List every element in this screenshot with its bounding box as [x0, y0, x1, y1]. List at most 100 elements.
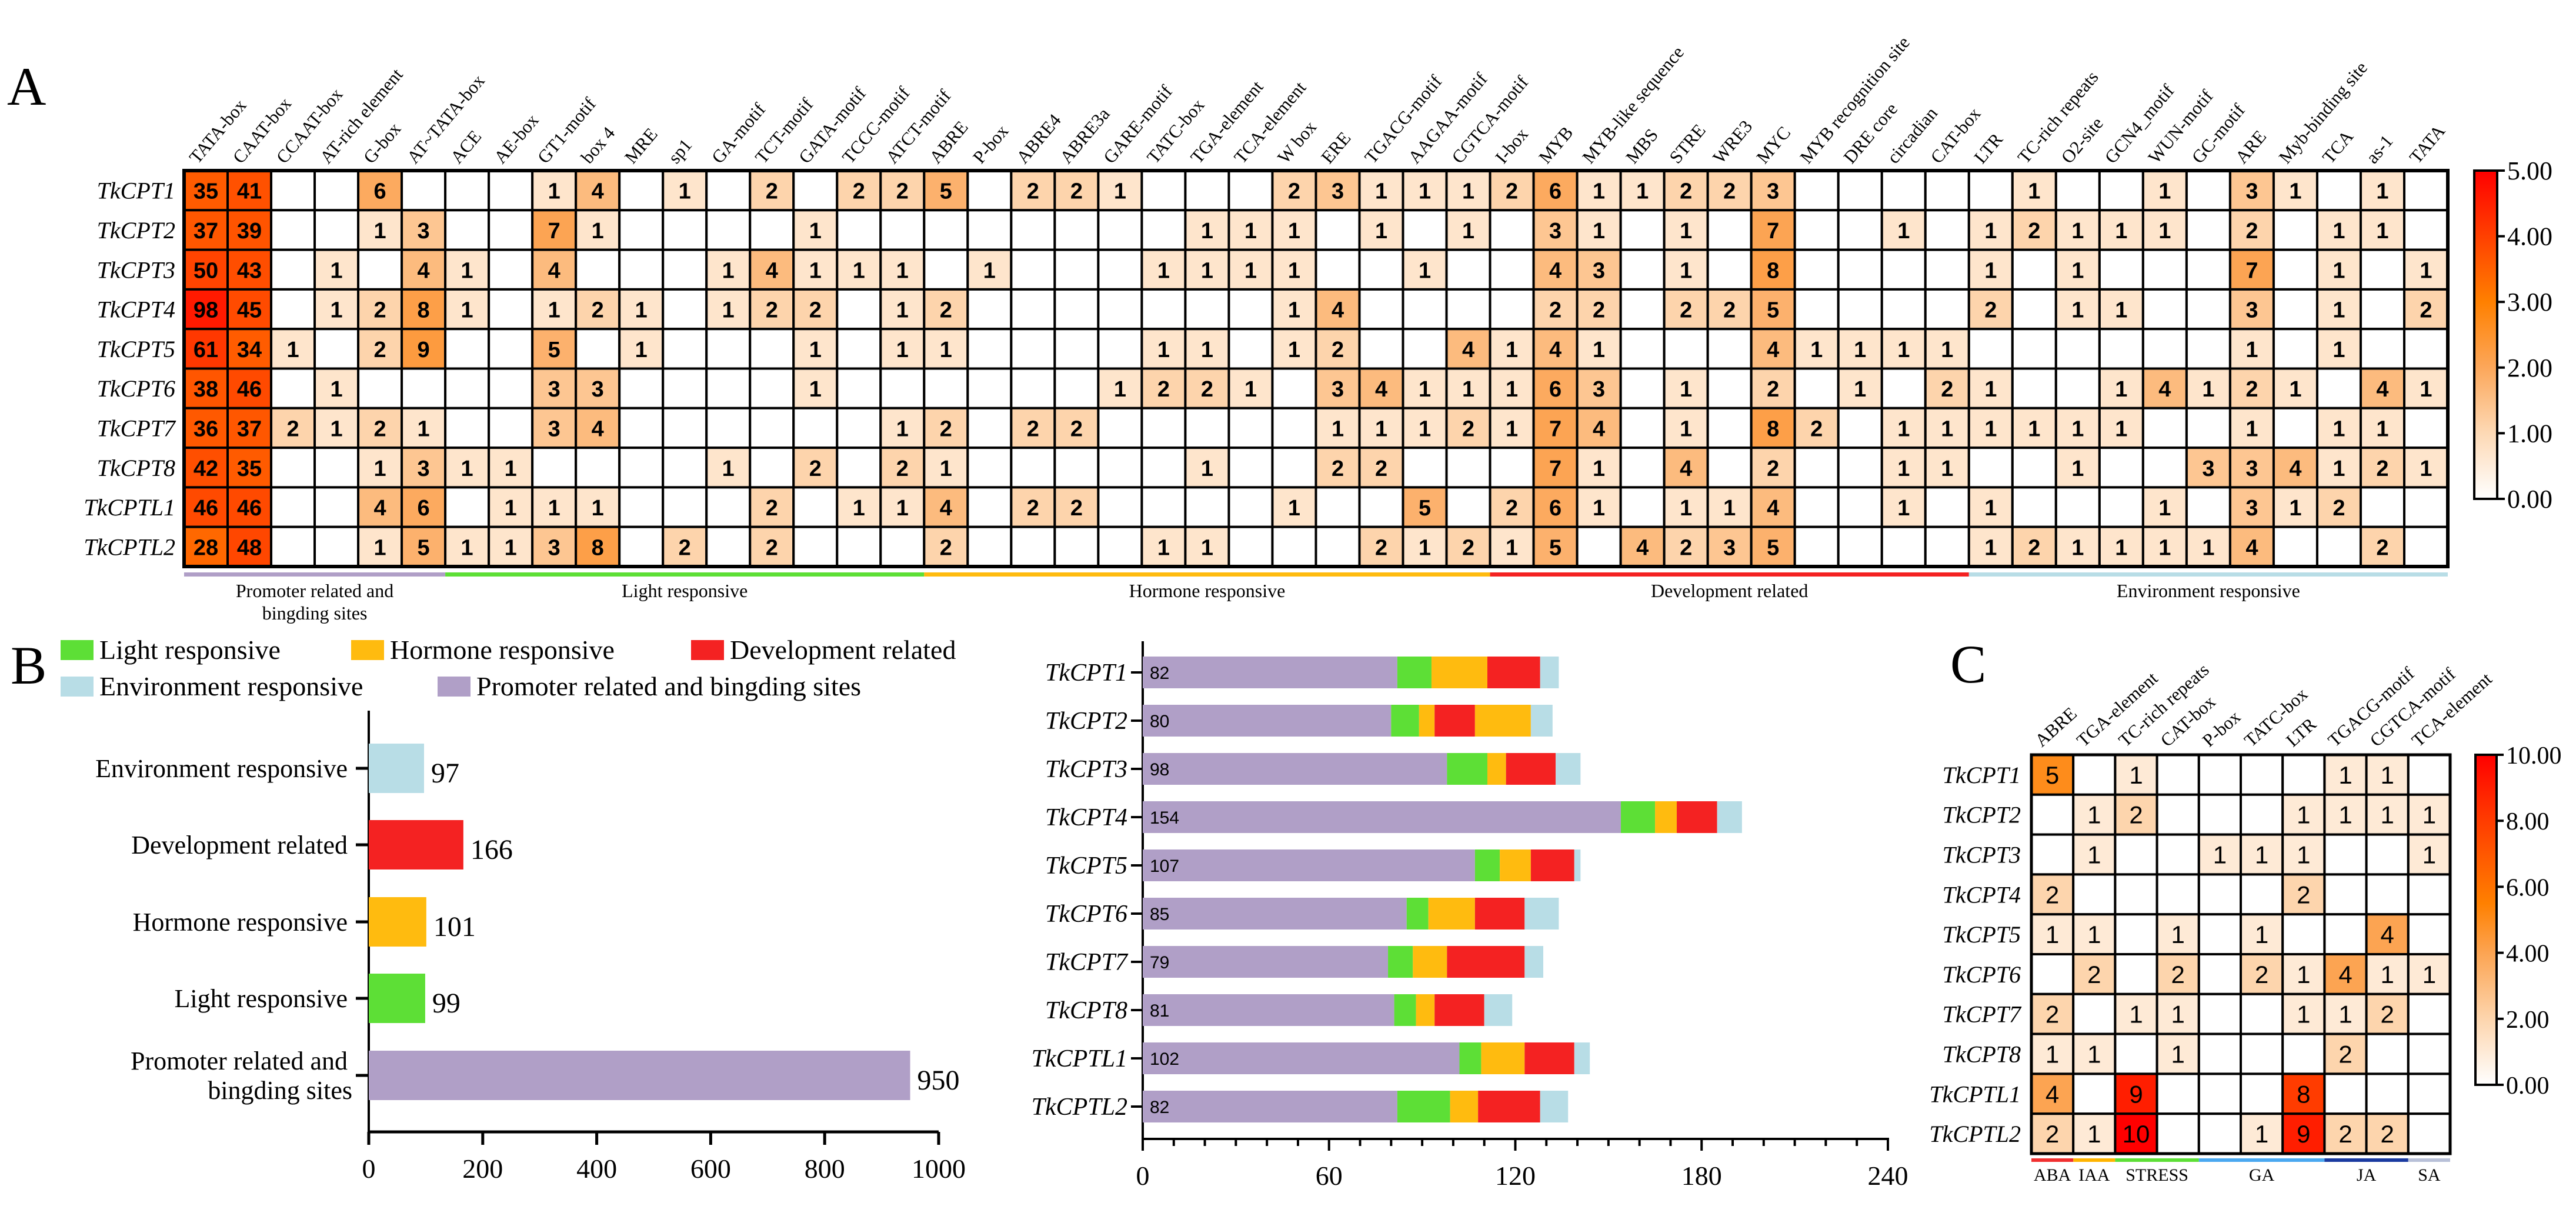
legend-swatch-development	[691, 640, 724, 660]
cell-value: 1	[1897, 338, 1910, 362]
group-bar	[2031, 1158, 2074, 1162]
heatmap-cell	[1489, 367, 1535, 409]
column-label: MBS	[1621, 125, 1662, 168]
heatmap-cell	[1576, 209, 1622, 251]
heatmap-cell	[1227, 169, 1274, 212]
heatmap-cell	[270, 169, 316, 212]
column-label: AT~TATA-box	[403, 70, 489, 167]
heatmap-cell	[2281, 1112, 2326, 1155]
cell-value: 2	[1462, 535, 1474, 560]
cell-value: 1	[2381, 961, 2394, 988]
cell-value: 1	[1244, 219, 1257, 244]
heatmap-cell	[1227, 248, 1274, 291]
heatmap-cell	[270, 525, 316, 568]
heatmap-cell	[705, 407, 752, 449]
heatmap-cell	[1837, 288, 1883, 331]
heatmap-cell	[2054, 486, 2101, 528]
cell-value: 2	[766, 535, 778, 560]
heatmap-cell	[2281, 1032, 2326, 1075]
cell-value: 1	[896, 298, 909, 323]
heatmap-cell	[2323, 833, 2368, 876]
cell-value: 1	[286, 338, 299, 362]
heatmap-cell	[792, 169, 839, 212]
stacked-bar-chart-genes: 82 TkCPT1 80 TkCPT2 98 TkCPT3 154 TkCPT4 107 TkCP…	[1032, 641, 1908, 1191]
cell-value: 1	[2333, 417, 2345, 441]
heatmap-cell	[2197, 873, 2243, 916]
heatmap-cell	[2185, 328, 2231, 370]
heatmap-cell	[1880, 407, 1927, 449]
heatmap-cell	[401, 169, 447, 212]
column-label: TCA	[2318, 126, 2358, 167]
cell-value: 1	[2297, 841, 2310, 869]
heatmap-cell	[531, 447, 578, 489]
heatmap-cell	[2365, 1072, 2410, 1115]
column-label: WRE3	[1709, 116, 1756, 167]
heatmap-cell	[618, 328, 665, 370]
heatmap-cell	[1097, 407, 1143, 449]
column-label: STRE	[1665, 120, 1710, 168]
cell-value: 1	[418, 417, 430, 441]
heatmap-border	[182, 169, 2450, 568]
cell-value: 7	[1767, 219, 1779, 244]
heatmap-cell	[1880, 209, 1927, 251]
cell-value: 1	[896, 496, 909, 521]
cell-value: 1	[896, 338, 909, 362]
cell-value: 2	[2046, 1120, 2059, 1148]
legend-swatch-environment	[61, 677, 94, 697]
cell-value: 4	[2289, 457, 2301, 481]
heatmap-cell	[2054, 288, 2101, 331]
cell-value: 4	[374, 496, 386, 521]
cell-value: 1	[374, 219, 386, 244]
panel-label-a: A	[7, 56, 46, 116]
heatmap-cell	[618, 169, 665, 212]
heatmap-cell	[2403, 169, 2449, 212]
stacked-segment-light	[1388, 946, 1413, 978]
cell-value: 8	[592, 535, 604, 560]
cell-value: 37	[237, 417, 262, 441]
heatmap-cell	[2141, 407, 2188, 449]
heatmap-cell	[313, 169, 360, 212]
heatmap-cell	[2197, 992, 2243, 1035]
row-label: TkCPT7	[1943, 1001, 2022, 1028]
cell-value: 2	[940, 535, 952, 560]
category-label: Promoter related and	[131, 1047, 348, 1075]
cell-value: 1	[1201, 258, 1213, 283]
cell-value: 1	[1941, 457, 1953, 481]
cell-value: 2	[1767, 457, 1779, 481]
legend-label: Environment responsive	[99, 671, 363, 701]
cell-value: 1	[1288, 219, 1300, 244]
cell-value: 1	[1157, 535, 1170, 560]
heatmap-cell	[1924, 447, 1970, 489]
cell-value: 1	[2289, 377, 2301, 402]
cell-value: 1	[983, 258, 996, 283]
heatmap-cell	[575, 169, 621, 212]
heatmap-cell	[1358, 328, 1404, 370]
cell-value: 1	[2071, 535, 2084, 560]
cell-value: 1	[1897, 417, 1910, 441]
cell-value: 2	[2338, 1041, 2352, 1068]
heatmap-cell	[923, 407, 969, 449]
heatmap-cell	[2365, 833, 2410, 876]
heatmap-cell	[1227, 328, 1274, 370]
group-label: Light responsive	[622, 580, 748, 601]
cell-value: 1	[1288, 338, 1300, 362]
cell-value: 2	[853, 179, 865, 204]
cell-value: 1	[1897, 457, 1910, 481]
heatmap-cell	[1140, 209, 1187, 251]
heatmap-cell	[923, 367, 969, 409]
row-label: TkCPT5	[1943, 921, 2021, 948]
legend-swatch-light	[61, 640, 94, 660]
cell-value: 1	[2333, 219, 2345, 244]
cell-value: 1	[1288, 258, 1300, 283]
heatmap-cell	[618, 407, 665, 449]
heatmap-cell	[1097, 367, 1143, 409]
cell-value: 1	[461, 535, 473, 560]
cell-value: 39	[237, 219, 262, 244]
colorbar-c	[2474, 754, 2498, 1086]
cell-value: 1	[2289, 179, 2301, 204]
bar-environment	[369, 744, 424, 793]
stacked-segment-hormone	[1416, 994, 1435, 1026]
cell-value: 1	[1288, 298, 1300, 323]
cell-value: 5	[2046, 761, 2059, 789]
cell-value: 2	[1810, 417, 1823, 441]
